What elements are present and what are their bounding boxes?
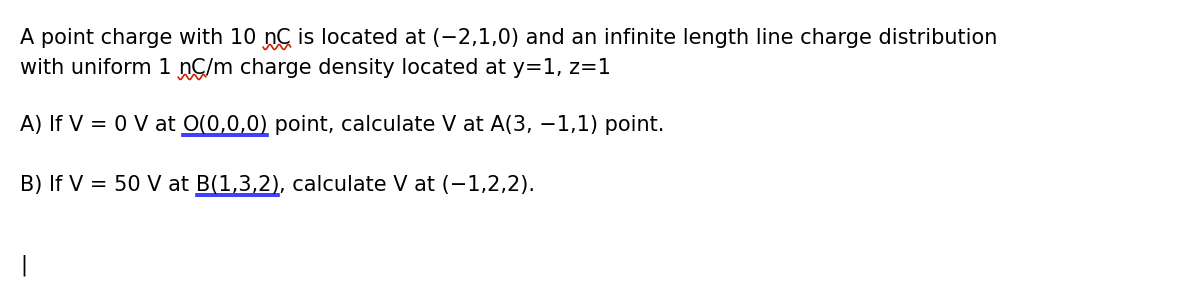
Text: nC: nC [263,28,290,48]
Text: B) If V = 50 V at: B) If V = 50 V at [20,175,196,195]
Text: A point charge with 10: A point charge with 10 [20,28,263,48]
Text: point, calculate V at A(3, −1,1) point.: point, calculate V at A(3, −1,1) point. [268,115,665,135]
Text: /m charge density located at y=1, z=1: /m charge density located at y=1, z=1 [205,58,611,78]
Text: , calculate V at (−1,2,2).: , calculate V at (−1,2,2). [280,175,535,195]
Text: O(0,0,0): O(0,0,0) [182,115,268,135]
Text: nC: nC [178,58,205,78]
Text: with uniform 1: with uniform 1 [20,58,178,78]
Text: |: | [20,255,28,277]
Text: is located at (−2,1,0) and an infinite length line charge distribution: is located at (−2,1,0) and an infinite l… [290,28,997,48]
Text: B(1,3,2): B(1,3,2) [196,175,280,195]
Text: A) If V = 0 V at: A) If V = 0 V at [20,115,182,135]
